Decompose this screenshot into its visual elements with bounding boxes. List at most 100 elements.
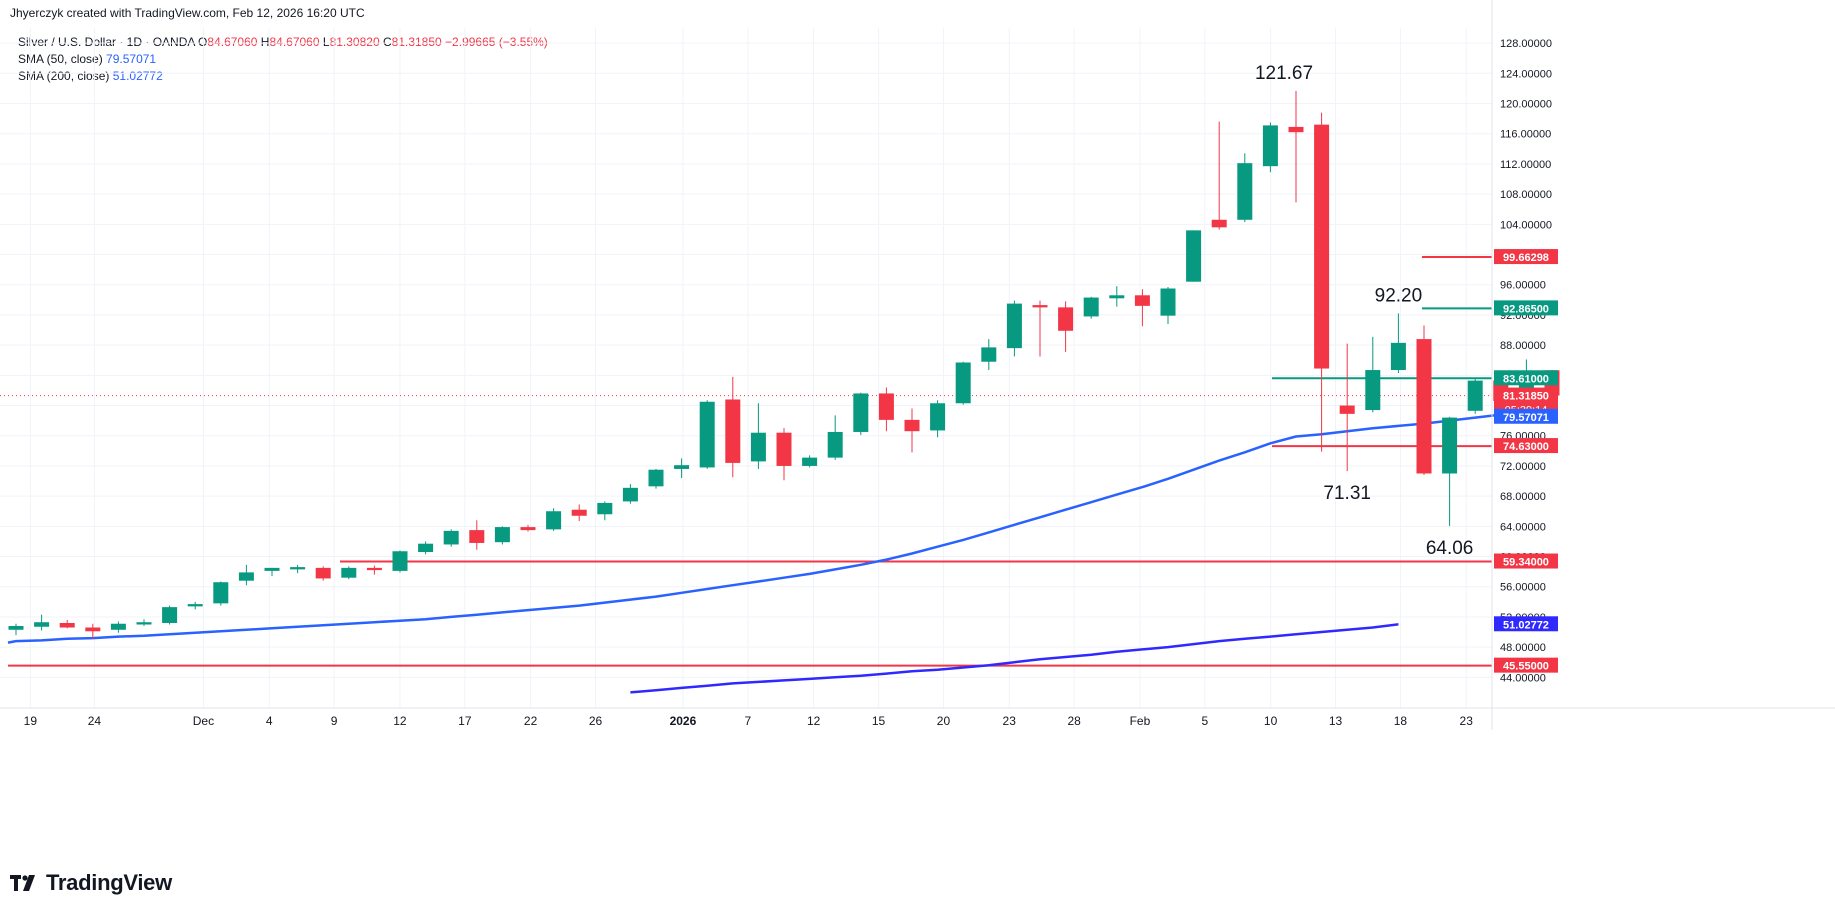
candle-body-up bbox=[930, 403, 946, 431]
x-tick-label: 22 bbox=[524, 714, 538, 728]
candle-body-up bbox=[213, 582, 229, 604]
y-tick-label: 108.00000 bbox=[1500, 189, 1552, 201]
candle-body-up bbox=[1365, 370, 1381, 411]
x-tick-label: 24 bbox=[88, 714, 102, 728]
open-value: 84.67060 bbox=[207, 35, 258, 49]
candle-body-down bbox=[1288, 126, 1304, 133]
sma-lines bbox=[7, 407, 1553, 694]
candles bbox=[8, 90, 1560, 639]
price-annotation: 92.20 bbox=[1375, 285, 1423, 306]
level-price-label: 59.34000 bbox=[1503, 557, 1549, 569]
level-price-tag bbox=[1494, 657, 1558, 673]
candle-body-down bbox=[520, 527, 536, 531]
sma50-legend-value: 79.57071 bbox=[106, 52, 157, 66]
candle-body-down bbox=[366, 567, 382, 571]
candle-body-up bbox=[546, 511, 562, 530]
chart-legend: Silver / U.S. Dollar · 1D · OANDA O84.67… bbox=[18, 34, 548, 85]
candle-body-up bbox=[290, 567, 306, 570]
sma200-price-label: 51.02772 bbox=[1503, 619, 1549, 631]
y-tick-label: 96.00000 bbox=[1500, 280, 1546, 292]
x-tick-label: 15 bbox=[872, 714, 886, 728]
candle-body-down bbox=[904, 419, 920, 432]
candle-body-up bbox=[494, 527, 510, 543]
y-tick-label: 64.00000 bbox=[1500, 521, 1546, 533]
y-tick-label: 44.00000 bbox=[1500, 672, 1546, 684]
candle-body-up bbox=[392, 551, 408, 571]
candle-body-down bbox=[85, 627, 101, 632]
tradingview-wordmark: TradingView bbox=[46, 870, 172, 895]
symbol-name: Silver / U.S. Dollar · 1D · OANDA bbox=[18, 35, 195, 49]
x-tick-label: Feb bbox=[1130, 714, 1151, 728]
candle-body-down bbox=[1058, 307, 1074, 331]
high-label: H bbox=[260, 35, 270, 49]
level-price-label: 74.63000 bbox=[1503, 441, 1549, 453]
level-price-tag bbox=[1494, 370, 1558, 386]
price-change: −2.99665 (−3.55%) bbox=[445, 35, 548, 49]
y-tick-label: 72.00000 bbox=[1500, 461, 1546, 473]
sma50-price-label: 79.57071 bbox=[1503, 412, 1549, 424]
x-tick-label: 9 bbox=[331, 714, 338, 728]
price-annotation: 121.67 bbox=[1255, 63, 1313, 84]
candle-body-up bbox=[750, 432, 766, 462]
x-tick-label: 12 bbox=[393, 714, 407, 728]
x-tick-label: 2026 bbox=[670, 714, 697, 728]
candle-body-up bbox=[648, 469, 664, 487]
symbol-ohlc-row[interactable]: Silver / U.S. Dollar · 1D · OANDA O84.67… bbox=[18, 34, 548, 51]
candle-body-down bbox=[571, 509, 587, 516]
candle-body-up bbox=[1237, 163, 1253, 220]
candle-body-up bbox=[341, 567, 357, 578]
level-price-label: 92.86500 bbox=[1503, 303, 1549, 315]
sma200-legend-value: 51.02772 bbox=[112, 69, 163, 83]
level-price-tag bbox=[1494, 300, 1558, 316]
candle-body-up bbox=[162, 607, 178, 623]
candle-body-up bbox=[622, 487, 638, 502]
chart-grid bbox=[0, 28, 1492, 708]
candle-body-up bbox=[1467, 380, 1483, 411]
level-price-label: 99.66298 bbox=[1503, 252, 1549, 264]
x-tick-label: 18 bbox=[1394, 714, 1408, 728]
price-tags: 99.66298 92.86500 83.61000 74.63000 59.34000… bbox=[1494, 249, 1558, 673]
level-price-label: 83.61000 bbox=[1503, 373, 1549, 385]
sma200-legend-row[interactable]: SMA (200, close) 51.02772 bbox=[18, 68, 548, 85]
y-tick-label: 88.00000 bbox=[1500, 340, 1546, 352]
x-tick-label: 17 bbox=[458, 714, 472, 728]
y-tick-label: 68.00000 bbox=[1500, 491, 1546, 503]
candle-body-up bbox=[187, 604, 203, 607]
level-price-tag bbox=[1494, 249, 1558, 265]
tradingview-logo[interactable]: TradingView bbox=[10, 870, 172, 896]
x-tick-label: 20 bbox=[937, 714, 951, 728]
x-tick-label: 4 bbox=[266, 714, 273, 728]
chart-author-line: Jhyerczyk created with TradingView.com, … bbox=[10, 6, 365, 20]
x-tick-label: Dec bbox=[193, 714, 214, 728]
level-price-tag bbox=[1494, 553, 1558, 569]
candle-body-down bbox=[59, 622, 75, 628]
candle-body-up bbox=[34, 622, 50, 627]
candle-body-down bbox=[776, 432, 792, 466]
candle-body-up bbox=[853, 393, 869, 432]
sma50-line bbox=[7, 407, 1553, 644]
candle-body-down bbox=[315, 567, 331, 579]
x-tick-label: 23 bbox=[1003, 714, 1017, 728]
candle-body-down bbox=[1339, 405, 1355, 414]
candle-body-up bbox=[1186, 230, 1202, 282]
candle-body-down bbox=[1134, 295, 1150, 306]
candle-body-up bbox=[1262, 125, 1278, 167]
y-tick-label: 128.00000 bbox=[1500, 38, 1552, 50]
level-price-label: 45.55000 bbox=[1503, 661, 1549, 673]
candle-body-up bbox=[443, 530, 459, 545]
low-label: L bbox=[322, 35, 330, 49]
price-annotations: 121.67 92.20 71.31 64.06 bbox=[1255, 63, 1473, 559]
x-tick-label: 28 bbox=[1067, 714, 1081, 728]
candle-body-down bbox=[878, 393, 894, 420]
sma200-line bbox=[630, 623, 1399, 694]
low-value: 81.30820 bbox=[329, 35, 380, 49]
y-tick-label: 116.00000 bbox=[1500, 129, 1551, 141]
last-price-label: 81.31850 bbox=[1503, 391, 1549, 403]
x-tick-label: 5 bbox=[1201, 714, 1208, 728]
y-tick-label: 112.00000 bbox=[1500, 159, 1551, 171]
sma50-legend-label: SMA (50, close) bbox=[18, 52, 103, 66]
candle-body-up bbox=[238, 572, 254, 581]
sma50-legend-row[interactable]: SMA (50, close) 79.57071 bbox=[18, 51, 548, 68]
x-tick-label: 12 bbox=[807, 714, 821, 728]
